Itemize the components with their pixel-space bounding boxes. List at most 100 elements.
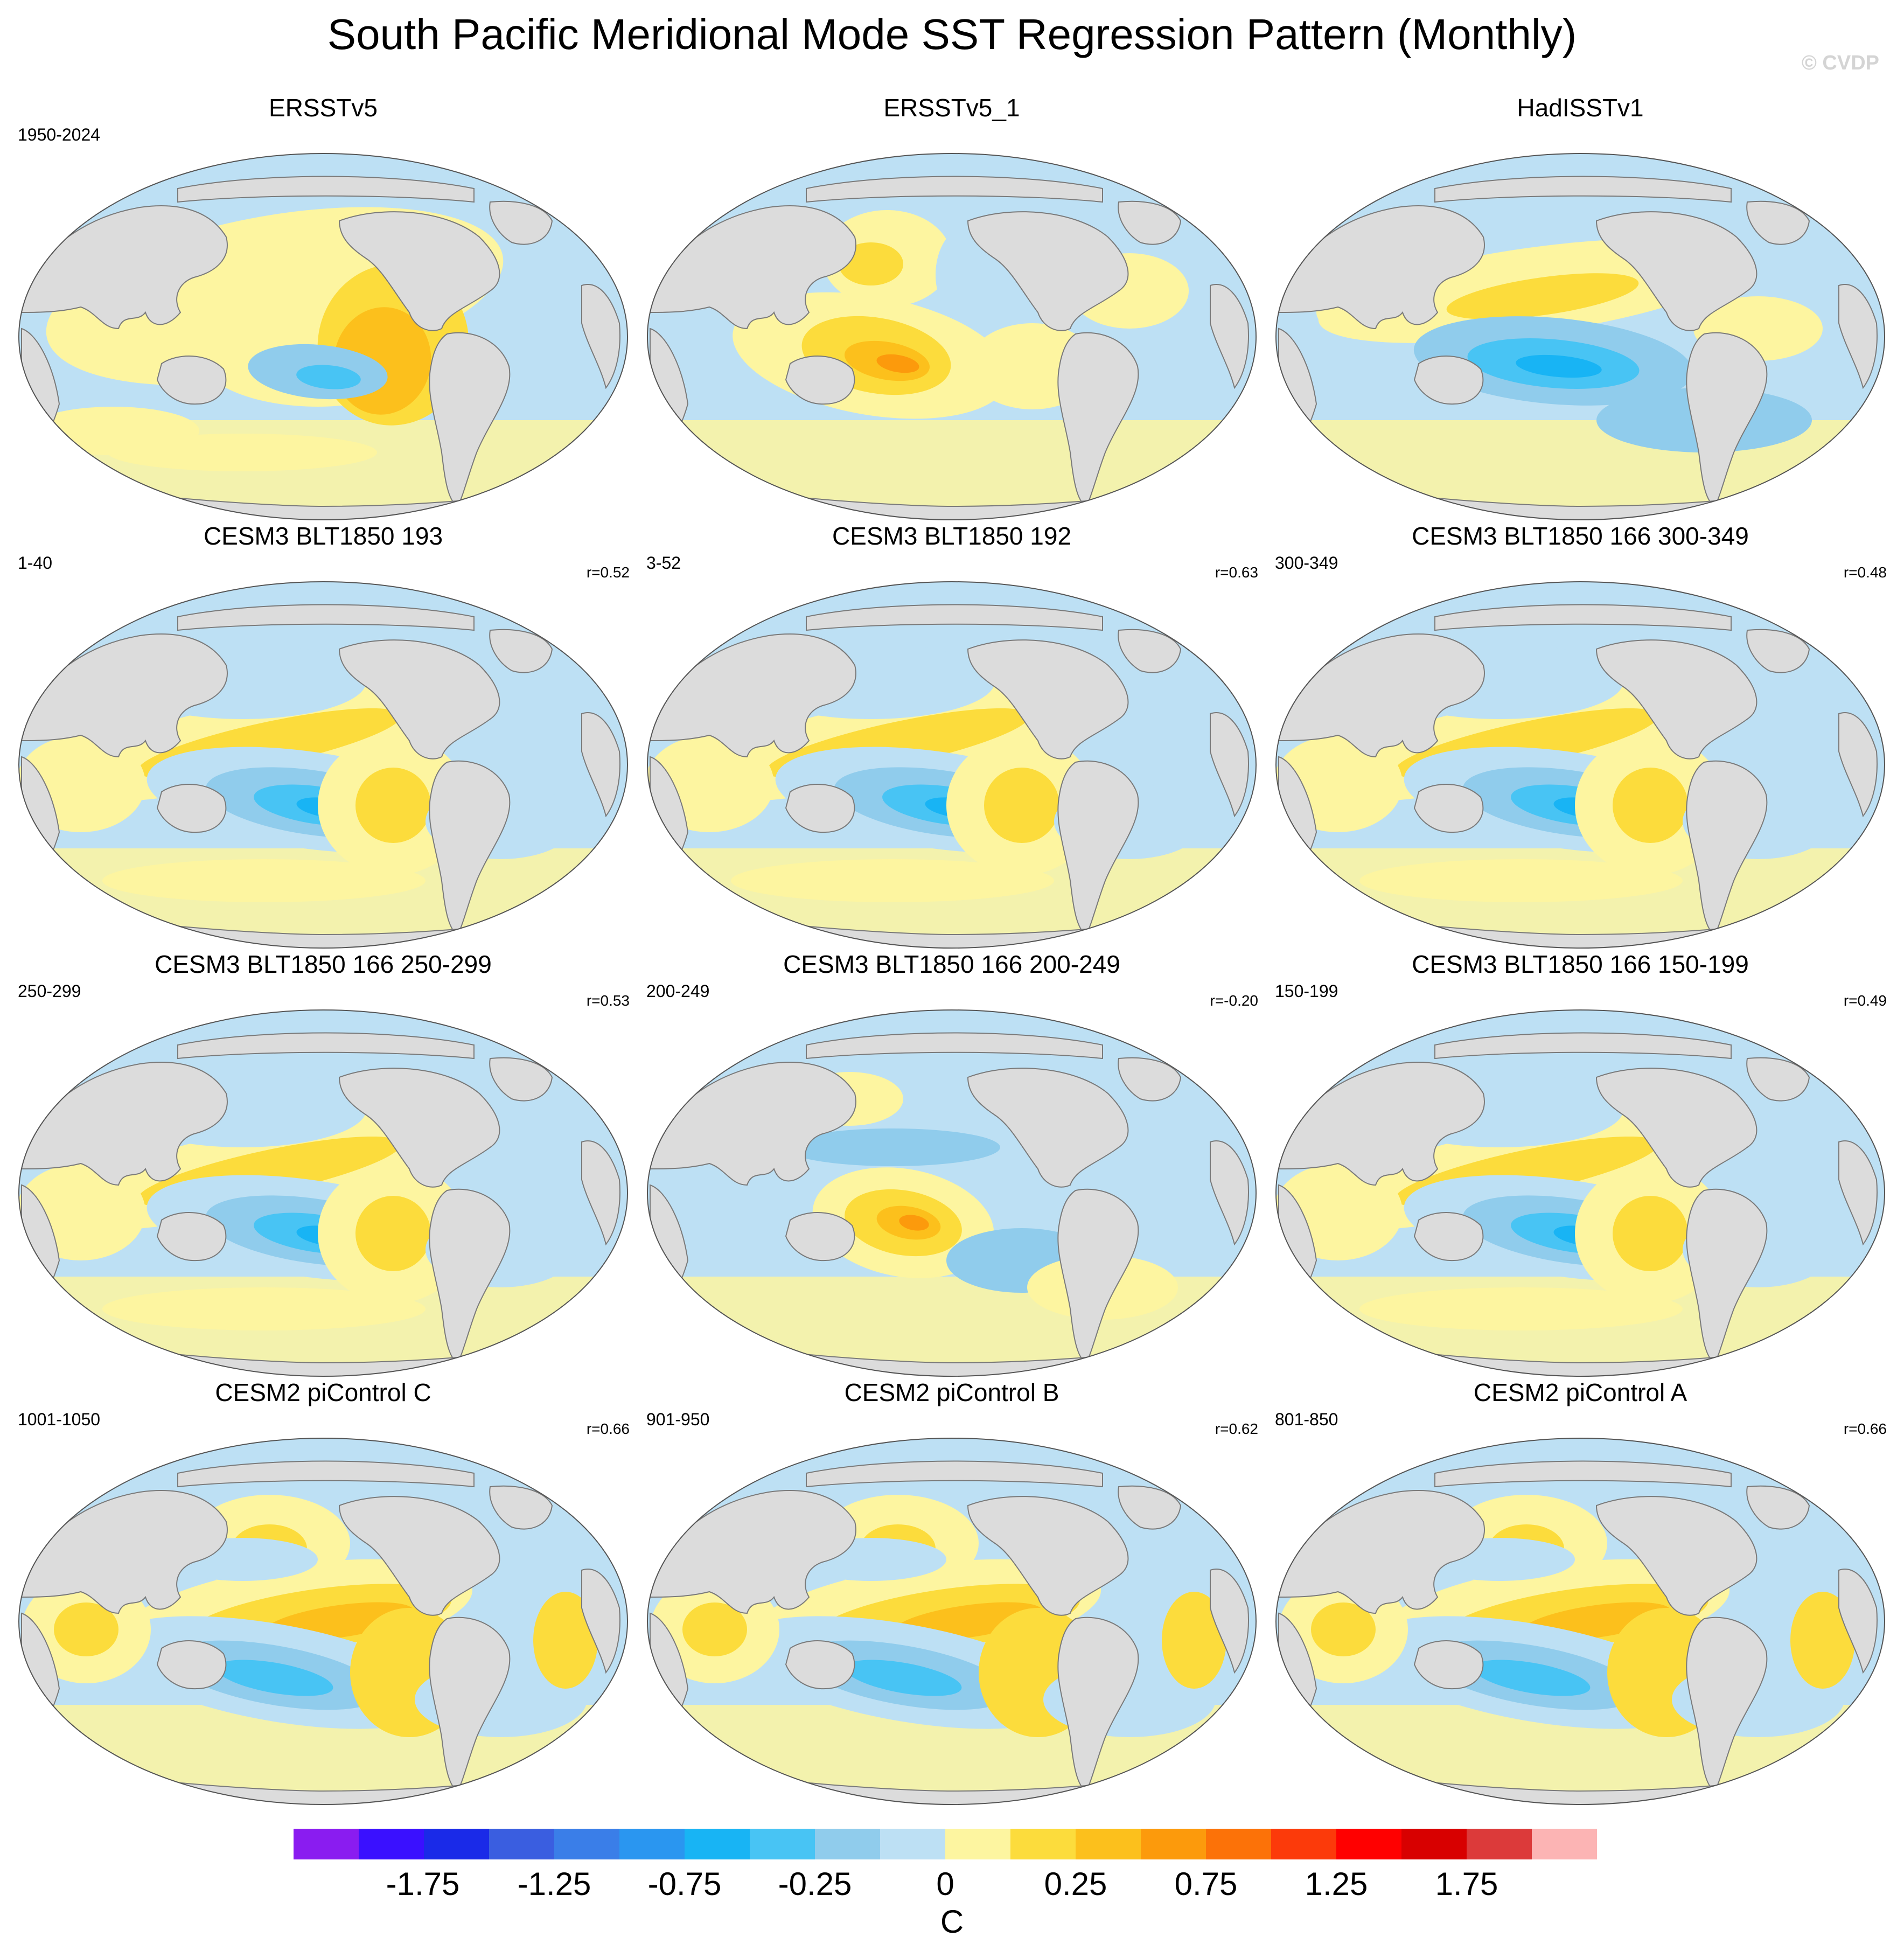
land-greenland: [1118, 200, 1182, 245]
land-australia: [785, 1640, 855, 1690]
colorbar-swatch: [1206, 1829, 1272, 1859]
map-panel: ERSSTv5_1: [637, 92, 1267, 522]
map-border: [18, 1009, 628, 1377]
panel-correlation: r=0.66: [1843, 1420, 1887, 1437]
colorbar-swatch: [359, 1829, 424, 1859]
land-australia: [1413, 1640, 1484, 1690]
sst-contour: [296, 365, 361, 389]
panel-title: CESM3 BLT1850 166 150-199: [1412, 950, 1749, 978]
colorbar-units: C: [940, 1904, 964, 1940]
map-panel: CESM2 piControl B 901-950 r=0.62: [637, 1376, 1267, 1807]
land-greenland: [1746, 200, 1810, 245]
colorbar-swatch: [1467, 1829, 1532, 1859]
land-asia: [1278, 1490, 1485, 1614]
panel-correlation: r=0.63: [1215, 564, 1258, 581]
map-panel: CESM3 BLT1850 192 3-52 r=0.63: [637, 520, 1267, 951]
land-greenland: [489, 1057, 553, 1102]
panel-period: 3-52: [646, 553, 681, 573]
panel-title: HadISSTv1: [1517, 94, 1644, 122]
panel-period: 1-40: [18, 553, 53, 573]
colorbar-tick-label: 1.25: [1305, 1866, 1368, 1902]
land-right-land: [581, 1569, 620, 1674]
land-right-land: [1838, 1569, 1878, 1674]
colorbar-swatch: [1010, 1829, 1076, 1859]
colorbar: [294, 1829, 1597, 1859]
land-arctic: [1434, 604, 1732, 631]
panel-title: CESM3 BLT1850 193: [203, 522, 443, 550]
land-australia: [785, 356, 855, 405]
land-arctic: [806, 1032, 1103, 1060]
map-border: [18, 581, 628, 949]
colorbar-swatch: [424, 1829, 490, 1859]
land-right-land: [581, 284, 620, 389]
panel-period: 801-850: [1275, 1410, 1338, 1429]
colorbar-swatch: [880, 1829, 946, 1859]
land-north-america: [1595, 639, 1757, 760]
sst-contour: [1613, 1196, 1688, 1271]
map-border: [647, 581, 1257, 949]
land-north-america: [338, 1068, 500, 1188]
land-arctic: [1434, 1032, 1732, 1060]
panel-period: 200-249: [646, 981, 710, 1001]
land-asia: [21, 205, 228, 330]
land-right-land: [1838, 1140, 1878, 1246]
colorbar-swatch: [619, 1829, 685, 1859]
colorbar-swatch: [685, 1829, 750, 1859]
land-asia: [1278, 633, 1485, 758]
land-arctic: [177, 604, 475, 631]
map-border: [1275, 1438, 1885, 1805]
panel-correlation: r=-0.20: [1210, 992, 1259, 1009]
land-right-land: [581, 712, 620, 818]
land-australia: [785, 1212, 855, 1262]
land-asia: [1278, 1062, 1485, 1186]
sst-contour: [355, 768, 431, 843]
sst-contour: [899, 1215, 929, 1231]
sst-contour: [81, 323, 167, 356]
panel-correlation: r=0.48: [1843, 564, 1887, 581]
land-right-land: [1210, 1140, 1249, 1246]
land-right-land: [1210, 284, 1249, 389]
sst-contour: [216, 1660, 333, 1696]
colorbar-tick-label: 0.25: [1044, 1866, 1107, 1902]
land-north-america: [967, 639, 1129, 760]
page-title: South Pacific Meridional Mode SST Regres…: [327, 10, 1577, 58]
sst-contour: [1516, 354, 1602, 378]
land-north-america: [338, 639, 500, 760]
panel-period: 1950-2024: [18, 125, 101, 144]
colorbar-tick-label: -0.25: [778, 1866, 852, 1902]
colorbar-swatch: [750, 1829, 815, 1859]
land-asia: [21, 1490, 228, 1614]
sst-regression-map: [647, 581, 1257, 949]
colorbar-swatch: [1076, 1829, 1141, 1859]
land-north-america: [1595, 1068, 1757, 1188]
map-panel: CESM2 piControl A 801-850 r=0.66: [1265, 1376, 1895, 1807]
map-border: [647, 1009, 1257, 1377]
sst-contour: [1790, 1592, 1855, 1689]
panel-period: 300-349: [1275, 553, 1338, 573]
land-greenland: [1118, 1485, 1182, 1530]
land-asia: [650, 1062, 856, 1186]
land-arctic: [806, 604, 1103, 631]
panel-period: 250-299: [18, 981, 81, 1001]
land-greenland: [1746, 1057, 1810, 1102]
colorbar-tick-label: 0: [936, 1866, 954, 1902]
colorbar-swatch: [945, 1829, 1011, 1859]
sst-contour: [785, 1128, 1000, 1166]
panel-title: CESM3 BLT1850 166 200-249: [783, 950, 1120, 978]
sst-contour: [54, 1602, 118, 1656]
land-arctic: [177, 1032, 475, 1060]
watermark: © CVDP: [1801, 52, 1879, 74]
panel-correlation: r=0.62: [1215, 1420, 1258, 1437]
land-australia: [156, 1212, 227, 1262]
sst-contour: [102, 859, 426, 902]
sst-contour: [1613, 768, 1688, 843]
sst-contour: [1311, 1602, 1376, 1656]
panel-title: CESM3 BLT1850 166 300-349: [1412, 522, 1749, 550]
land-arctic: [1434, 1460, 1732, 1488]
land-north-america: [338, 1496, 500, 1616]
land-asia: [650, 633, 856, 758]
land-australia: [156, 784, 227, 833]
sst-contour: [984, 768, 1059, 843]
land-arctic: [1434, 176, 1732, 203]
sst-contour: [876, 354, 919, 373]
